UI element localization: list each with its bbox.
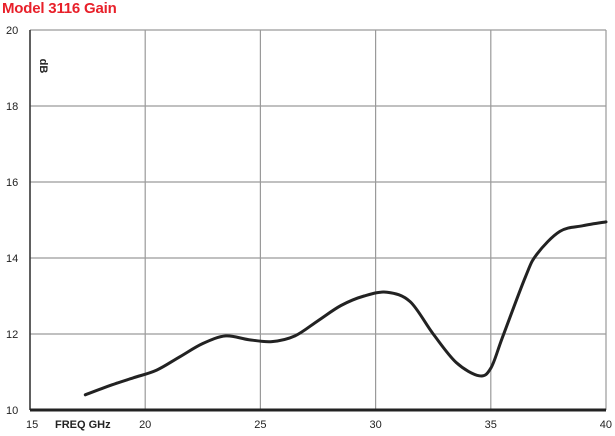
x-tick-label: 40	[600, 419, 612, 431]
data-point	[478, 374, 481, 377]
data-point	[201, 342, 204, 345]
x-tick-label: 15	[26, 419, 38, 431]
data-point	[316, 319, 320, 322]
data-point	[132, 376, 135, 379]
y-tick-label: 16	[6, 177, 18, 189]
x-axis-label: FREQ GHz	[55, 419, 111, 431]
x-tick-labels: 15 20 25 30 35 40	[26, 419, 612, 431]
y-tick-label: 18	[6, 101, 18, 113]
data-point	[432, 332, 435, 336]
data-point	[501, 336, 504, 339]
data-point	[178, 355, 181, 358]
data-point	[247, 338, 251, 341]
data-point	[558, 230, 562, 233]
data-point	[581, 224, 585, 227]
data-point	[362, 294, 366, 298]
data-point	[455, 361, 458, 364]
y-tick-label: 12	[6, 329, 18, 341]
x-tick-label: 35	[485, 419, 497, 431]
y-tick-labels: 10 12 14 16 18 20	[6, 25, 18, 417]
data-point	[535, 253, 539, 256]
data-point	[84, 393, 87, 396]
chart-title: Model 3116 Gain	[2, 0, 117, 17]
gain-curve	[83, 220, 608, 397]
x-tick-label: 20	[139, 419, 151, 431]
y-tick-label: 14	[6, 253, 18, 265]
y-tick-label: 20	[6, 25, 18, 37]
x-tick-label: 25	[254, 419, 266, 431]
data-point	[604, 220, 608, 224]
series-group	[83, 220, 608, 397]
plot-frame	[29, 30, 606, 412]
data-point	[155, 368, 158, 372]
data-point	[409, 300, 412, 303]
data-point	[270, 340, 274, 343]
data-point	[339, 304, 343, 307]
y-axis-label: dB	[37, 59, 49, 74]
data-point	[109, 384, 112, 387]
data-point	[489, 367, 492, 370]
y-tick-label: 10	[6, 405, 18, 417]
grid-lines	[29, 29, 607, 411]
data-point	[524, 275, 527, 279]
x-tick-label: 30	[369, 419, 381, 431]
data-point	[385, 291, 389, 294]
data-point	[293, 334, 297, 338]
data-point	[224, 334, 227, 338]
